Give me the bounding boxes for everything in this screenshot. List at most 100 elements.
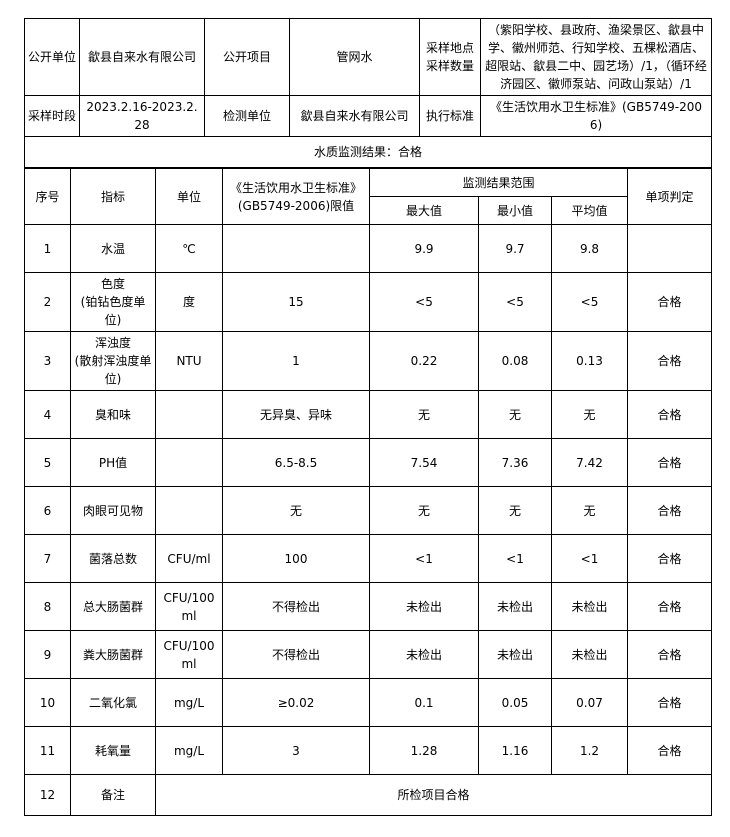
standard-label: 执行标准 bbox=[419, 95, 481, 137]
table-row: 2 色度 (铂钻色度单位) 度 15 <5 <5 <5 合格 bbox=[24, 272, 713, 332]
remark-value-cell: 所检项目合格 bbox=[154, 774, 713, 816]
indicator-cell: 色度 (铂钻色度单位) bbox=[70, 272, 156, 332]
indicator-cell: 二氧化氯 bbox=[70, 678, 156, 727]
table-row: 3 浑浊度 (散射浑浊度单位) NTU 1 0.22 0.08 0.13 合格 bbox=[24, 331, 713, 391]
max-cell: 0.1 bbox=[369, 678, 479, 727]
avg-cell: 未检出 bbox=[550, 582, 629, 631]
judge-cell: 合格 bbox=[627, 331, 713, 391]
avg-cell: <5 bbox=[550, 272, 629, 332]
sampling-site-label: 采样地点 采样数量 bbox=[419, 18, 481, 96]
limit-cell: 无 bbox=[222, 486, 370, 535]
unit-cell bbox=[155, 390, 223, 439]
indicator-cell: 总大肠菌群 bbox=[70, 582, 156, 631]
max-cell: 未检出 bbox=[369, 582, 479, 631]
max-cell: 9.9 bbox=[369, 224, 479, 273]
header-avg: 平均值 bbox=[550, 196, 629, 225]
info-row-2: 采样时段 2023.2.16-2023.2.28 检测单位 歙县自来水有限公司 … bbox=[24, 95, 712, 137]
limit-cell: 6.5-8.5 bbox=[222, 438, 370, 487]
indicator-cell: 浑浊度 (散射浑浊度单位) bbox=[70, 331, 156, 391]
public-item-value: 管网水 bbox=[289, 18, 420, 96]
limit-cell: 3 bbox=[222, 726, 370, 775]
table-row: 7 菌落总数 CFU/ml 100 <1 <1 <1 合格 bbox=[24, 534, 713, 583]
table-row: 11 耗氧量 mg/L 3 1.28 1.16 1.2 合格 bbox=[24, 726, 713, 775]
unit-cell: mg/L bbox=[155, 678, 223, 727]
avg-cell: 无 bbox=[550, 390, 629, 439]
avg-cell: 0.07 bbox=[550, 678, 629, 727]
min-cell: 7.36 bbox=[478, 438, 552, 487]
unit-cell: 度 bbox=[155, 272, 223, 332]
header-range: 监测结果范围 bbox=[368, 168, 629, 197]
limit-cell: 100 bbox=[222, 534, 370, 583]
monitor-header-row-2: 最大值 最小值 平均值 bbox=[25, 196, 712, 225]
header-unit: 单位 bbox=[155, 168, 223, 225]
min-cell: 无 bbox=[478, 390, 552, 439]
limit-cell: 不得检出 bbox=[222, 582, 370, 631]
table-row: 8 总大肠菌群 CFU/100ml 不得检出 未检出 未检出 未检出 合格 bbox=[24, 582, 713, 631]
limit-cell: 不得检出 bbox=[222, 630, 370, 679]
sampling-period-label: 采样时段 bbox=[24, 95, 80, 137]
result-summary-row: 水质监测结果：合格 bbox=[24, 136, 712, 168]
public-unit-value: 歙县自来水有限公司 bbox=[79, 18, 205, 96]
table-row: 5 PH值 6.5-8.5 7.54 7.36 7.42 合格 bbox=[24, 438, 713, 487]
max-cell: 未检出 bbox=[369, 630, 479, 679]
avg-cell: 未检出 bbox=[550, 630, 629, 679]
limit-cell: 1 bbox=[222, 331, 370, 391]
seq-cell: 7 bbox=[24, 534, 71, 583]
judge-cell: 合格 bbox=[627, 390, 713, 439]
seq-cell: 3 bbox=[24, 331, 71, 391]
indicator-cell: 臭和味 bbox=[70, 390, 156, 439]
unit-cell: CFU/100ml bbox=[155, 582, 223, 631]
min-cell: <1 bbox=[478, 534, 552, 583]
judge-cell: 合格 bbox=[627, 726, 713, 775]
avg-cell: 7.42 bbox=[550, 438, 629, 487]
header-seq: 序号 bbox=[24, 168, 71, 225]
avg-cell: 0.13 bbox=[550, 331, 629, 391]
testing-unit-value: 歙县自来水有限公司 bbox=[289, 95, 420, 137]
sampling-period-value: 2023.2.16-2023.2.28 bbox=[79, 95, 205, 137]
avg-cell: 无 bbox=[550, 486, 629, 535]
standard-value: 《生活饮用水卫生标准》(GB5749-2006) bbox=[480, 95, 712, 137]
indicator-cell: 粪大肠菌群 bbox=[70, 630, 156, 679]
avg-cell: 9.8 bbox=[550, 224, 629, 273]
judge-cell: 合格 bbox=[627, 582, 713, 631]
judge-cell: 合格 bbox=[627, 486, 713, 535]
max-cell: 0.22 bbox=[369, 331, 479, 391]
public-item-label: 公开项目 bbox=[204, 18, 290, 96]
min-cell: 0.05 bbox=[478, 678, 552, 727]
limit-cell: 15 bbox=[222, 272, 370, 332]
seq-cell: 5 bbox=[24, 438, 71, 487]
judge-cell: 合格 bbox=[627, 678, 713, 727]
indicator-cell: 肉眼可见物 bbox=[70, 486, 156, 535]
indicator-cell: 菌落总数 bbox=[70, 534, 156, 583]
table-row: 6 肉眼可见物 无 无 无 无 合格 bbox=[24, 486, 713, 535]
seq-cell: 11 bbox=[24, 726, 71, 775]
indicator-cell: 水温 bbox=[70, 224, 156, 273]
unit-cell bbox=[155, 486, 223, 535]
seq-cell: 9 bbox=[24, 630, 71, 679]
unit-cell: CFU/100ml bbox=[155, 630, 223, 679]
seq-cell: 12 bbox=[24, 774, 71, 816]
avg-cell: 1.2 bbox=[550, 726, 629, 775]
judge-cell: 合格 bbox=[627, 630, 713, 679]
unit-cell: NTU bbox=[155, 331, 223, 391]
limit-cell: ≥0.02 bbox=[222, 678, 370, 727]
table-row: 1 水温 ℃ 9.9 9.7 9.8 bbox=[24, 224, 713, 273]
indicator-cell: PH值 bbox=[70, 438, 156, 487]
header-min: 最小值 bbox=[478, 196, 552, 225]
unit-cell: mg/L bbox=[155, 726, 223, 775]
min-cell: <5 bbox=[478, 272, 552, 332]
judge-cell: 合格 bbox=[627, 272, 713, 332]
seq-cell: 6 bbox=[24, 486, 71, 535]
seq-cell: 8 bbox=[24, 582, 71, 631]
judge-cell: 合格 bbox=[627, 438, 713, 487]
remark-row: 12 备注 所检项目合格 bbox=[24, 774, 713, 816]
min-cell: 1.16 bbox=[478, 726, 552, 775]
max-cell: 7.54 bbox=[369, 438, 479, 487]
info-table: 公开单位 歙县自来水有限公司 公开项目 管网水 采样地点 采样数量 （紫阳学校、… bbox=[24, 18, 712, 168]
min-cell: 0.08 bbox=[478, 331, 552, 391]
seq-cell: 4 bbox=[24, 390, 71, 439]
seq-cell: 2 bbox=[24, 272, 71, 332]
header-max: 最大值 bbox=[369, 196, 479, 225]
judge-cell bbox=[627, 224, 713, 273]
